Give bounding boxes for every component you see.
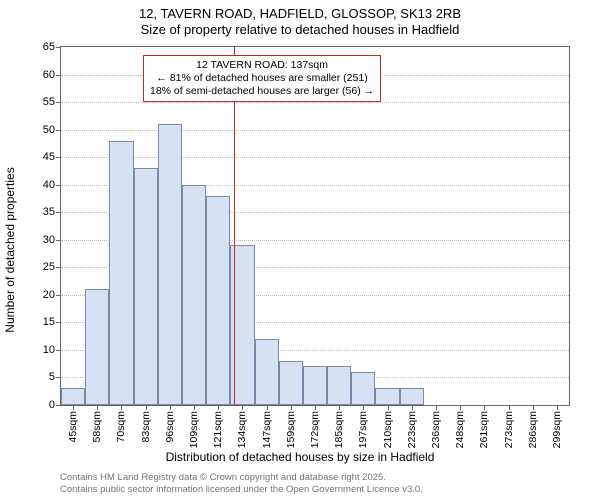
x-tick-label: 58sqm [91, 411, 103, 443]
x-tick-mark [242, 405, 243, 410]
x-tick-label: 210sqm [382, 411, 394, 448]
annotation-line: 12 TAVERN ROAD: 137sqm [150, 59, 374, 72]
gridline-h [61, 130, 569, 131]
y-tick-label: 40 [43, 179, 61, 191]
x-tick-mark [412, 405, 413, 410]
y-tick-label: 45 [43, 151, 61, 163]
x-tick-label: 121sqm [212, 411, 224, 448]
y-tick-label: 20 [43, 289, 61, 301]
x-tick-mark [194, 405, 195, 410]
x-axis-label: Distribution of detached houses by size … [0, 450, 600, 464]
chart-container: 12, TAVERN ROAD, HADFIELD, GLOSSOP, SK13… [0, 0, 600, 500]
y-tick-label: 25 [43, 261, 61, 273]
y-tick-label: 5 [49, 371, 61, 383]
y-tick-label: 0 [49, 399, 61, 411]
x-tick-mark [460, 405, 461, 410]
y-tick-label: 30 [43, 234, 61, 246]
title-line-2: Size of property relative to detached ho… [0, 22, 600, 38]
x-tick-mark [146, 405, 147, 410]
x-tick-label: 185sqm [333, 411, 345, 448]
x-tick-label: 159sqm [285, 411, 297, 448]
x-tick-label: 248sqm [454, 411, 466, 448]
y-tick-label: 15 [43, 316, 61, 328]
x-tick-mark [533, 405, 534, 410]
x-tick-mark [363, 405, 364, 410]
x-tick-label: 109sqm [188, 411, 200, 448]
histogram-bar [182, 185, 206, 405]
x-tick-label: 45sqm [67, 411, 79, 443]
footer-line-1: Contains HM Land Registry data © Crown c… [60, 472, 423, 484]
x-tick-label: 197sqm [357, 411, 369, 448]
x-tick-mark [73, 405, 74, 410]
x-tick-mark [97, 405, 98, 410]
gridline-h [61, 157, 569, 158]
x-tick-label: 273sqm [503, 411, 515, 448]
histogram-bar [327, 366, 351, 405]
x-tick-label: 236sqm [430, 411, 442, 448]
annotation-line: ← 81% of detached houses are smaller (25… [150, 72, 374, 85]
x-tick-mark [170, 405, 171, 410]
histogram-bar [400, 388, 424, 405]
footer-attribution: Contains HM Land Registry data © Crown c… [60, 472, 423, 496]
histogram-bar [255, 339, 279, 405]
x-tick-mark [388, 405, 389, 410]
x-tick-mark [436, 405, 437, 410]
histogram-bar [279, 361, 303, 405]
histogram-bar [109, 141, 133, 405]
y-tick-label: 60 [43, 69, 61, 81]
x-tick-label: 96sqm [164, 411, 176, 443]
histogram-bar [206, 196, 230, 405]
x-tick-mark [291, 405, 292, 410]
y-tick-label: 50 [43, 124, 61, 136]
annotation-line: 18% of semi-detached houses are larger (… [150, 85, 374, 98]
x-tick-label: 286sqm [527, 411, 539, 448]
histogram-bar [375, 388, 399, 405]
x-tick-label: 261sqm [478, 411, 490, 448]
x-tick-mark [315, 405, 316, 410]
y-axis-label: Number of detached properties [3, 85, 17, 250]
x-tick-mark [121, 405, 122, 410]
x-tick-mark [267, 405, 268, 410]
x-tick-label: 299sqm [551, 411, 563, 448]
histogram-bar [61, 388, 85, 405]
plot-area: 0510152025303540455055606545sqm58sqm70sq… [60, 46, 570, 406]
title-line-1: 12, TAVERN ROAD, HADFIELD, GLOSSOP, SK13… [0, 6, 600, 22]
histogram-bar [303, 366, 327, 405]
x-tick-mark [509, 405, 510, 410]
y-tick-label: 35 [43, 206, 61, 218]
y-tick-label: 65 [43, 41, 61, 53]
histogram-bar [158, 124, 182, 405]
histogram-bar [85, 289, 109, 405]
x-tick-label: 172sqm [309, 411, 321, 448]
annotation-box: 12 TAVERN ROAD: 137sqm← 81% of detached … [143, 55, 381, 102]
x-tick-label: 223sqm [406, 411, 418, 448]
y-tick-label: 55 [43, 96, 61, 108]
x-tick-mark [557, 405, 558, 410]
x-tick-label: 70sqm [115, 411, 127, 443]
footer-line-2: Contains public sector information licen… [60, 484, 423, 496]
histogram-bar [134, 168, 158, 405]
x-tick-mark [218, 405, 219, 410]
x-tick-label: 83sqm [140, 411, 152, 443]
histogram-bar [351, 372, 375, 405]
title-block: 12, TAVERN ROAD, HADFIELD, GLOSSOP, SK13… [0, 0, 600, 39]
x-tick-mark [339, 405, 340, 410]
x-tick-label: 147sqm [261, 411, 273, 448]
x-tick-label: 134sqm [236, 411, 248, 448]
x-tick-mark [484, 405, 485, 410]
y-tick-label: 10 [43, 344, 61, 356]
